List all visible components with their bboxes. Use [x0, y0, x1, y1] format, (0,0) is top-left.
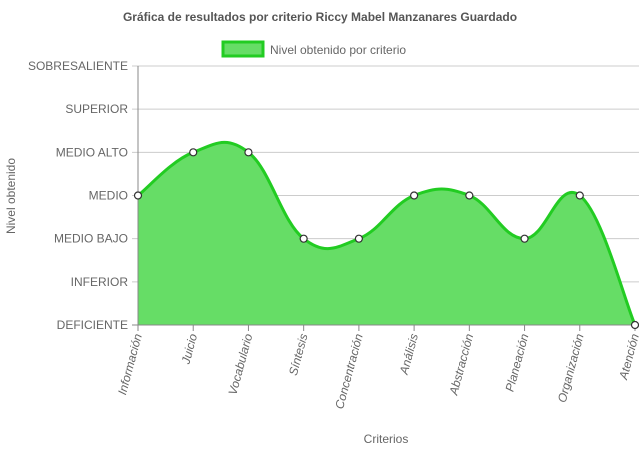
- data-points: [133, 148, 639, 330]
- x-tick-label: Abstracción: [446, 332, 476, 397]
- data-point: [133, 191, 143, 200]
- data-point: [244, 148, 253, 157]
- x-tick-label: Información: [115, 332, 145, 396]
- data-point: [630, 320, 639, 330]
- x-tick-label: Análisis: [397, 332, 421, 377]
- data-point: [520, 234, 529, 243]
- data-point: [575, 191, 584, 200]
- x-tick-label: Concentración: [332, 332, 366, 411]
- series-fill: [138, 142, 635, 325]
- series-line: [137, 140, 637, 326]
- y-tick-label: MEDIO ALTO: [56, 145, 128, 159]
- data-point: [410, 191, 419, 200]
- x-axis-label: Criterios: [364, 432, 409, 446]
- y-axis-label: Nivel obtenido: [4, 158, 18, 234]
- data-point: [299, 234, 308, 243]
- y-tick-label: DEFICIENTE: [57, 318, 128, 332]
- series-area: [137, 140, 637, 326]
- x-tick-label: Planeación: [503, 332, 532, 393]
- y-tick-label: INFERIOR: [71, 275, 129, 289]
- legend-swatch: [221, 40, 265, 58]
- x-tick-label: Juicio: [178, 332, 200, 367]
- y-tick-label: SOBRESALIENTE: [28, 59, 128, 73]
- x-tick-label: Síntesis: [286, 332, 311, 377]
- data-point: [189, 148, 198, 157]
- x-tick-labels: Información Juicio Vocabulario Síntesis Conc…: [115, 325, 639, 411]
- chart-title: Gráfica de resultados por criterio Riccy…: [123, 10, 517, 24]
- y-tick-label: MEDIO BAJO: [54, 232, 128, 246]
- y-tick-label: MEDIO: [89, 189, 128, 203]
- x-tick-label: Organización: [555, 332, 587, 404]
- y-tick-label: SUPERIOR: [65, 102, 128, 116]
- legend[interactable]: Nivel obtenido por criterio: [221, 40, 406, 58]
- x-tick-label: Atención: [616, 332, 639, 382]
- legend-label: Nivel obtenido por criterio: [270, 43, 406, 57]
- x-tick-label: Vocabulario: [226, 332, 256, 397]
- data-point: [354, 234, 363, 243]
- data-point: [465, 191, 474, 200]
- y-tick-labels: DEFICIENTE INFERIOR MEDIO BAJO MEDIO MEDIO A…: [28, 59, 128, 332]
